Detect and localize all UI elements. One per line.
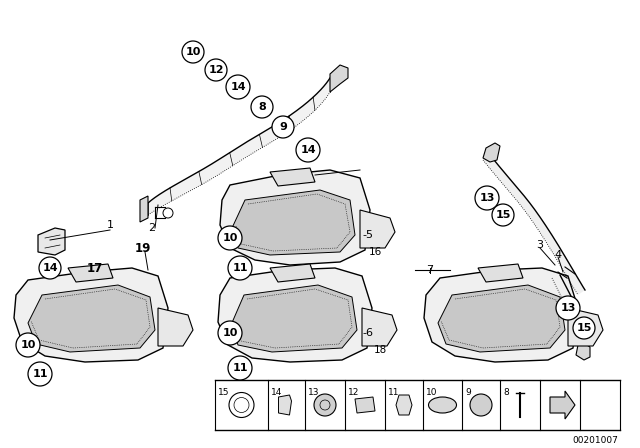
Text: 13: 13 — [308, 388, 319, 397]
Polygon shape — [478, 264, 523, 282]
Ellipse shape — [272, 116, 294, 138]
Text: 2: 2 — [148, 223, 156, 233]
Text: 8: 8 — [503, 388, 509, 397]
Text: 12: 12 — [348, 388, 360, 397]
Polygon shape — [360, 210, 395, 248]
Text: 14: 14 — [300, 145, 316, 155]
Ellipse shape — [218, 226, 242, 250]
Polygon shape — [483, 143, 500, 162]
Polygon shape — [550, 391, 575, 419]
Polygon shape — [218, 268, 372, 362]
Ellipse shape — [28, 362, 52, 386]
Text: 13: 13 — [479, 193, 495, 203]
Text: 12: 12 — [208, 65, 224, 75]
Polygon shape — [68, 264, 113, 282]
Polygon shape — [424, 268, 578, 362]
Polygon shape — [278, 395, 291, 415]
Polygon shape — [483, 155, 585, 295]
Ellipse shape — [39, 257, 61, 279]
Text: 10: 10 — [20, 340, 36, 350]
Text: 15: 15 — [218, 388, 230, 397]
Text: 13: 13 — [560, 303, 576, 313]
Text: 15: 15 — [576, 323, 592, 333]
Ellipse shape — [492, 204, 514, 226]
Ellipse shape — [429, 397, 456, 413]
Text: 11: 11 — [388, 388, 399, 397]
Text: 10: 10 — [222, 233, 237, 243]
Ellipse shape — [228, 256, 252, 280]
Ellipse shape — [218, 321, 242, 345]
Text: 4: 4 — [554, 250, 561, 260]
Polygon shape — [270, 168, 315, 186]
Ellipse shape — [182, 41, 204, 63]
Text: 14: 14 — [42, 263, 58, 273]
Text: 9: 9 — [465, 388, 471, 397]
Ellipse shape — [573, 317, 595, 339]
Polygon shape — [148, 78, 330, 215]
Text: 17: 17 — [87, 262, 103, 275]
Ellipse shape — [296, 138, 320, 162]
Polygon shape — [330, 65, 348, 92]
Text: 14: 14 — [271, 388, 282, 397]
Ellipse shape — [228, 356, 252, 380]
Polygon shape — [220, 170, 370, 265]
Text: 11: 11 — [232, 363, 248, 373]
Polygon shape — [576, 342, 590, 360]
Text: 7: 7 — [426, 265, 433, 275]
Text: 10: 10 — [222, 328, 237, 338]
Ellipse shape — [226, 75, 250, 99]
Text: 16: 16 — [369, 247, 381, 257]
Polygon shape — [231, 285, 357, 352]
Text: 00201007: 00201007 — [572, 436, 618, 445]
Ellipse shape — [205, 59, 227, 81]
Text: 3: 3 — [536, 240, 543, 250]
Polygon shape — [355, 397, 375, 413]
Text: -6: -6 — [362, 328, 374, 338]
Ellipse shape — [251, 96, 273, 118]
Polygon shape — [438, 285, 565, 352]
Text: 10: 10 — [426, 388, 438, 397]
Polygon shape — [568, 308, 603, 346]
Text: 15: 15 — [495, 210, 511, 220]
Polygon shape — [362, 308, 397, 346]
Polygon shape — [232, 190, 355, 255]
Ellipse shape — [470, 394, 492, 416]
Ellipse shape — [314, 394, 336, 416]
Text: 1: 1 — [106, 220, 113, 230]
Polygon shape — [28, 285, 155, 352]
Text: 9: 9 — [279, 122, 287, 132]
Text: 19: 19 — [135, 241, 151, 254]
Polygon shape — [38, 228, 65, 255]
Polygon shape — [140, 196, 148, 222]
Text: 18: 18 — [373, 345, 387, 355]
Polygon shape — [158, 308, 193, 346]
Ellipse shape — [556, 296, 580, 320]
Ellipse shape — [475, 186, 499, 210]
Polygon shape — [270, 264, 315, 282]
Text: 10: 10 — [186, 47, 201, 57]
Polygon shape — [552, 275, 590, 350]
Polygon shape — [396, 395, 412, 415]
Text: 8: 8 — [258, 102, 266, 112]
Text: 11: 11 — [232, 263, 248, 273]
Text: 11: 11 — [32, 369, 48, 379]
Text: 14: 14 — [230, 82, 246, 92]
Text: -5: -5 — [362, 230, 374, 240]
Polygon shape — [14, 268, 168, 362]
Ellipse shape — [16, 333, 40, 357]
